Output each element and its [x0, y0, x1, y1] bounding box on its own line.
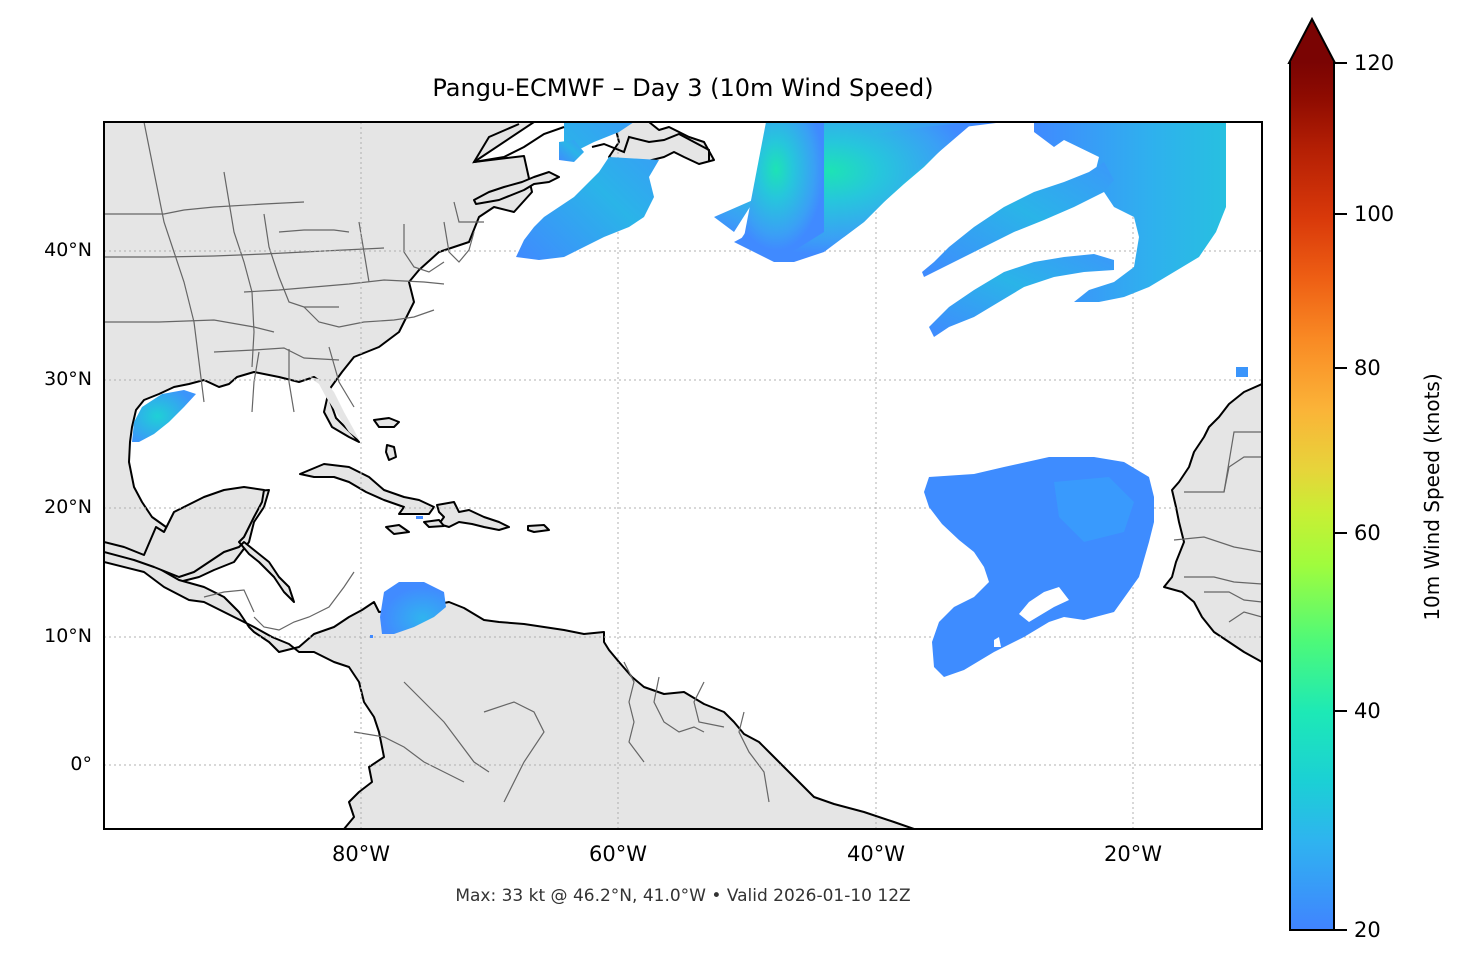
colorbar-tick	[1335, 929, 1347, 931]
map-canvas	[104, 122, 1262, 829]
colorbar-label-80: 80	[1354, 356, 1381, 380]
lat-tick-30n: 30°N	[44, 368, 92, 390]
lon-tick-60w: 60°W	[589, 842, 647, 866]
map-axes	[104, 122, 1262, 829]
coastline-layer	[472, 123, 710, 164]
borders-layer	[104, 122, 1262, 803]
colorbar-tick	[1335, 62, 1347, 64]
colorbar-gradient	[1291, 62, 1333, 929]
colorbar-title: 10m Wind Speed (knots)	[1420, 373, 1444, 621]
colorbar-extend-arrow	[1287, 17, 1337, 64]
lon-tick-40w: 40°W	[847, 842, 905, 866]
wind-region-northeast-swirl	[1034, 122, 1226, 302]
colorbar-tick	[1335, 213, 1347, 215]
land-layer	[104, 122, 1262, 829]
colorbar-tick	[1335, 710, 1347, 712]
chart-title: Pangu-ECMWF – Day 3 (10m Wind Speed)	[432, 74, 934, 102]
max-wind-footer: Max: 33 kt @ 46.2°N, 41.0°W • Valid 2026…	[455, 886, 911, 906]
colorbar-label-60: 60	[1354, 521, 1381, 545]
lat-tick-20n: 20°N	[44, 496, 92, 518]
colorbar-label-40: 40	[1354, 699, 1381, 723]
colorbar-tick	[1335, 532, 1347, 534]
colorbar-label-20: 20	[1354, 918, 1381, 942]
lon-tick-80w: 80°W	[332, 842, 390, 866]
wind-region-nova-scotia	[516, 122, 659, 260]
lon-tick-20w: 20°W	[1104, 842, 1162, 866]
wind-region-gulf-of-mexico	[132, 390, 196, 442]
colorbar-label-120: 120	[1354, 51, 1395, 75]
wind-region-southwest-caribbean	[380, 582, 446, 634]
lat-tick-10n: 10°N	[44, 625, 92, 647]
colorbar-tick	[1335, 367, 1347, 369]
lat-tick-40n: 40°N	[44, 239, 92, 261]
colorbar	[1289, 62, 1335, 931]
lat-tick-0: 0°	[70, 753, 92, 775]
colorbar-label-100: 100	[1354, 202, 1395, 226]
wind-field-layer	[132, 122, 1248, 677]
